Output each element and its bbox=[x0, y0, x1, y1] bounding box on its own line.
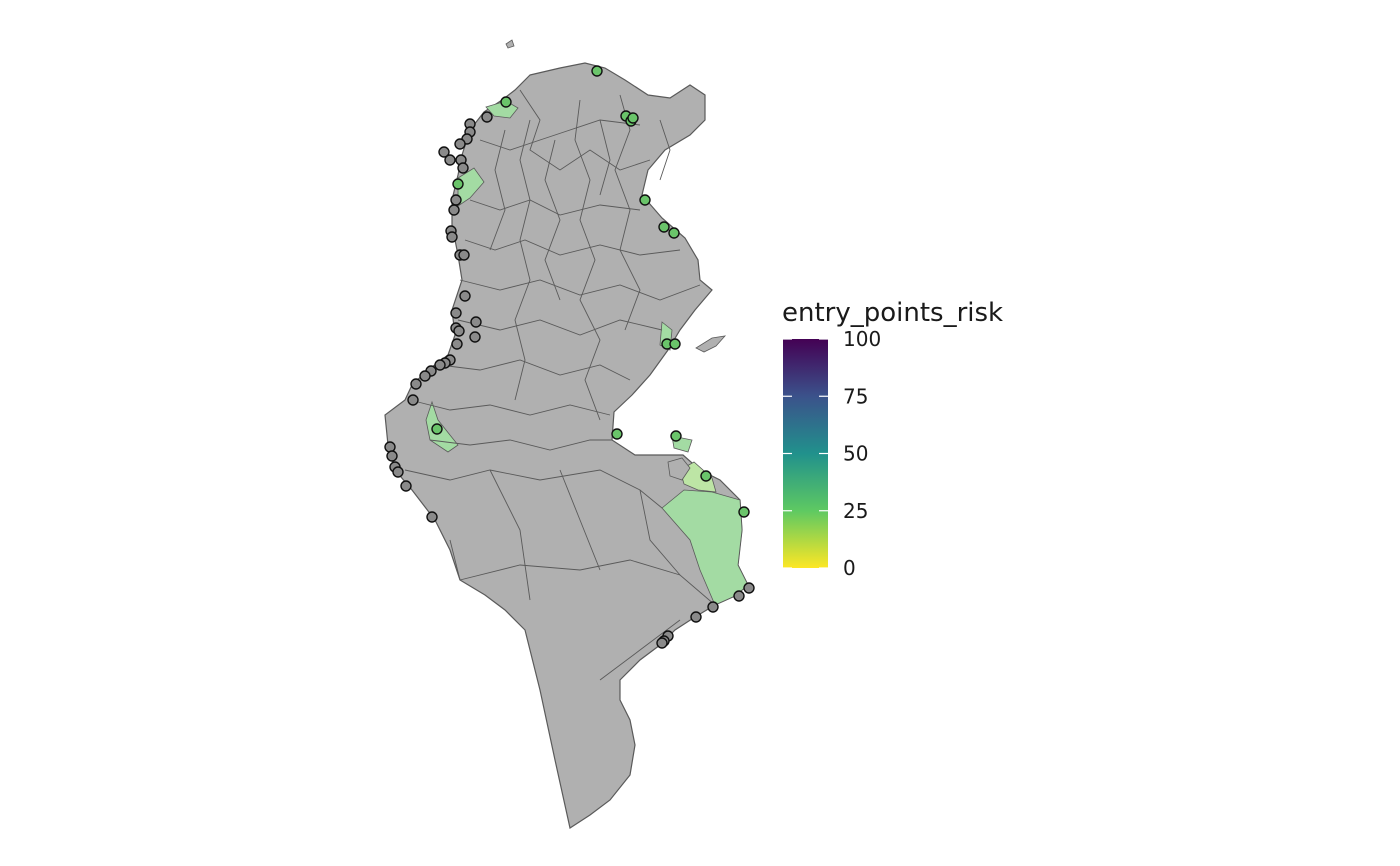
entry-point-no-data bbox=[481, 111, 493, 123]
entry-point-risk bbox=[452, 178, 464, 190]
entry-point-no-data bbox=[444, 154, 456, 166]
entry-point-no-data bbox=[448, 204, 460, 216]
entry-point-no-data bbox=[386, 450, 398, 462]
entry-point-risk bbox=[670, 430, 682, 442]
entry-point-no-data bbox=[400, 480, 412, 492]
entry-point-no-data bbox=[384, 441, 396, 453]
djerba-island bbox=[667, 457, 691, 481]
entry-point-no-data bbox=[426, 511, 438, 523]
entry-point-no-data bbox=[419, 370, 431, 382]
entry-point-no-data bbox=[458, 249, 470, 261]
entry-point-no-data bbox=[407, 394, 419, 406]
entry-point-no-data bbox=[392, 466, 404, 478]
legend-tick-label: 25 bbox=[843, 499, 868, 523]
entry-point-no-data bbox=[690, 611, 702, 623]
entry-point-no-data bbox=[457, 162, 469, 174]
entry-point-no-data bbox=[453, 325, 465, 337]
entry-point-no-data bbox=[707, 601, 719, 613]
entry-point-risk bbox=[658, 221, 670, 233]
entry-points-layer bbox=[384, 65, 755, 649]
entry-point-risk bbox=[611, 428, 623, 440]
entry-point-no-data bbox=[434, 359, 446, 371]
legend-tick-label: 75 bbox=[843, 384, 868, 408]
entry-point-risk bbox=[700, 470, 712, 482]
entry-point-no-data bbox=[656, 637, 668, 649]
entry-point-no-data bbox=[451, 338, 463, 350]
legend-title: entry_points_risk bbox=[782, 298, 1003, 328]
entry-point-no-data bbox=[459, 290, 471, 302]
entry-point-no-data bbox=[450, 194, 462, 206]
entry-point-no-data bbox=[450, 307, 462, 319]
entry-point-no-data bbox=[469, 331, 481, 343]
legend-ticks: 100 75 50 25 0 bbox=[783, 327, 881, 580]
admin-boundaries bbox=[404, 89, 716, 681]
entry-point-no-data bbox=[733, 590, 745, 602]
entry-point-no-data bbox=[438, 146, 450, 158]
entry-point-risk bbox=[639, 194, 651, 206]
entry-point-risk bbox=[668, 227, 680, 239]
entry-point-risk bbox=[500, 96, 512, 108]
entry-point-risk bbox=[627, 112, 639, 124]
entry-point-no-data bbox=[470, 316, 482, 328]
entry-point-risk bbox=[669, 338, 681, 350]
entry-point-risk bbox=[591, 65, 603, 77]
legend-tick-label: 50 bbox=[843, 442, 868, 466]
entry-point-risk bbox=[431, 423, 443, 435]
kerkennah-islands bbox=[695, 335, 727, 353]
entry-point-no-data bbox=[446, 231, 458, 243]
entry-point-no-data bbox=[454, 138, 466, 150]
region-risk-medenine bbox=[661, 489, 749, 606]
legend-tick-label: 0 bbox=[843, 556, 856, 580]
entry-point-no-data bbox=[410, 378, 422, 390]
entry-point-no-data bbox=[743, 582, 755, 594]
galite-island bbox=[505, 39, 515, 49]
entry-point-risk bbox=[738, 506, 750, 518]
legend: entry_points_risk 100 75 50 25 0 bbox=[782, 298, 1003, 580]
legend-tick-label: 100 bbox=[843, 327, 881, 351]
islands bbox=[505, 39, 727, 481]
